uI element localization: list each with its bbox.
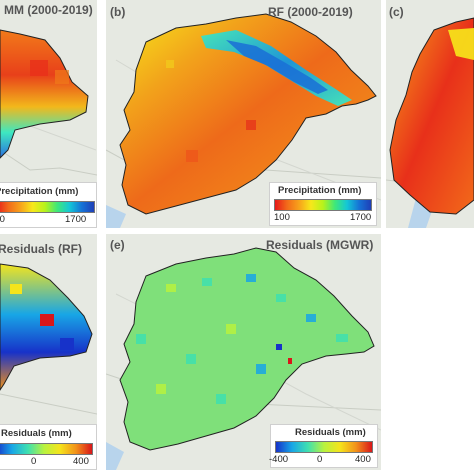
panel-e-title: Residuals (MGWR): [266, 238, 374, 252]
legend-mid-label: 0: [31, 456, 37, 467]
legend-min-label: 100: [0, 214, 5, 225]
panel-c-svg: [386, 17, 474, 228]
legend-title: Precipitation (mm): [278, 185, 362, 196]
panel-d-map: Residuals (RF) Residuals (mm) 0 400: [0, 234, 97, 470]
panel-a-title: MM (2000-2019): [4, 3, 93, 17]
legend-max-label: 1700: [65, 214, 87, 225]
panel-e-legend: Residuals (mm) -400 0 400: [269, 424, 378, 468]
panel-e-svg: [106, 247, 381, 470]
residuals-colorbar: [275, 441, 373, 453]
panel-a-region: [0, 29, 89, 159]
legend-title: Residuals (mm): [1, 428, 72, 439]
panel-b-map: (b) RF (2000-2019) Precipitation (mm) 10…: [106, 0, 381, 228]
panel-b-letter: (b): [110, 5, 126, 19]
legend-title: Precipitation (mm): [0, 186, 79, 197]
legend-max-label: 1700: [350, 212, 372, 223]
panel-b-svg: [106, 13, 381, 228]
legend-min-label: -400: [269, 454, 289, 465]
legend-min-label: 100: [274, 212, 290, 223]
precipitation-colorbar: [274, 199, 372, 211]
panel-d-svg: [0, 263, 97, 415]
panel-d-region: [0, 263, 93, 391]
precipitation-colorbar: [0, 201, 95, 213]
panel-a-svg: [0, 29, 97, 176]
panel-e-map: (e) Residuals (MGWR) Residuals (mm) -400…: [106, 234, 381, 470]
panel-c-region: [389, 17, 474, 215]
panel-c-letter: (c): [389, 5, 404, 19]
panel-b-region: [119, 13, 377, 215]
panel-b-legend: Precipitation (mm) 100 1700: [269, 182, 377, 226]
panel-e-region: [119, 247, 375, 451]
legend-max-label: 400: [355, 454, 371, 465]
legend-title: Residuals (mm): [295, 427, 366, 438]
panel-e-letter: (e): [110, 238, 125, 252]
panel-d-title: Residuals (RF): [0, 242, 83, 256]
panel-c-map: (c): [386, 0, 474, 228]
panel-a-map: MM (2000-2019) Precipitation (mm) 100 17…: [0, 0, 97, 228]
residual-patches: [136, 274, 348, 404]
panel-b-title: RF (2000-2019): [268, 5, 353, 19]
residuals-colorbar: [0, 443, 93, 455]
panel-d-legend: Residuals (mm) 0 400: [0, 424, 97, 470]
panel-a-legend: Precipitation (mm) 100 1700: [0, 182, 97, 228]
legend-max-label: 400: [73, 456, 89, 467]
legend-mid-label: 0: [317, 454, 323, 465]
